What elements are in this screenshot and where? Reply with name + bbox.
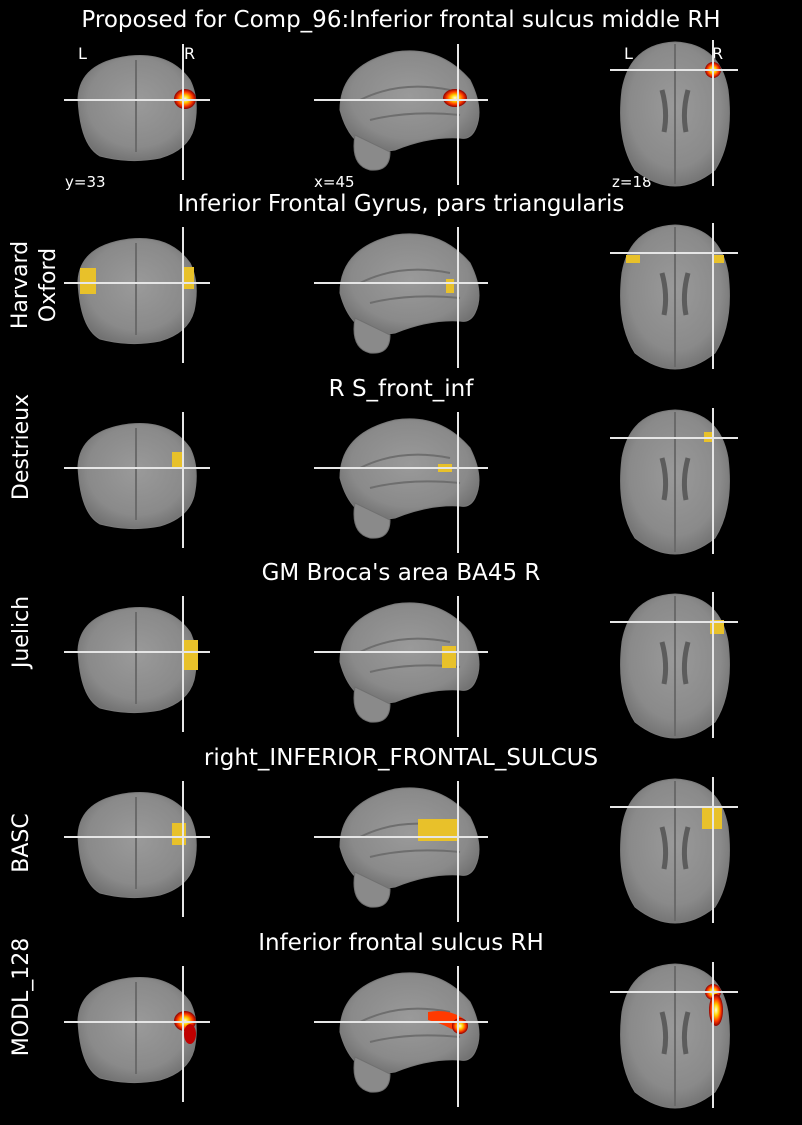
row-title-basc: right_INFERIOR_FRONTAL_SULCUS — [203, 745, 599, 771]
sagittal-cerebellum — [353, 1056, 391, 1093]
coronal-activation-tail — [184, 1024, 196, 1044]
axial-activation-tail — [709, 994, 723, 1026]
left-marker-axial: L — [624, 44, 633, 63]
sagittal-cerebellum — [353, 871, 391, 908]
left-marker-coronal: L — [78, 44, 87, 63]
axial-slice-row-3 — [610, 592, 738, 739]
right-marker-axial: R — [712, 44, 724, 63]
axial-ventricles — [659, 457, 691, 501]
sagittal-activation — [443, 89, 467, 107]
axial-ventricles — [659, 641, 691, 685]
coronal-brain — [77, 607, 197, 714]
sagittal-atlas-region — [442, 646, 456, 668]
axial-ventricles — [659, 272, 691, 316]
sagittal-cerebellum — [353, 502, 391, 539]
sagittal-slice-row-4 — [314, 781, 488, 922]
coordinate-axial: z=18 — [612, 173, 652, 191]
row-label-basc: BASC — [9, 813, 34, 873]
sagittal-cerebellum — [353, 317, 391, 354]
axial-ventricles — [659, 89, 691, 133]
axial-slice-row-5 — [610, 962, 738, 1109]
coronal-brain — [77, 423, 197, 530]
axial-atlas-region — [714, 255, 724, 263]
sagittal-atlas-region — [418, 819, 458, 841]
row-title-modl: Inferior frontal sulcus RH — [258, 930, 544, 956]
coronal-atlas-region — [172, 452, 184, 468]
right-marker-coronal: R — [184, 44, 196, 63]
axial-ventricles — [659, 1011, 691, 1055]
row-title-juelich: GM Broca's area BA45 R — [261, 560, 541, 586]
axial-slice-row-4 — [610, 777, 738, 924]
coronal-brain — [77, 55, 197, 162]
figure-title: Proposed for Comp_96:Inferior frontal su… — [81, 7, 721, 33]
sagittal-slice-row-1 — [314, 227, 488, 368]
sagittal-atlas-region — [446, 279, 454, 293]
axial-atlas-region — [626, 255, 640, 263]
coronal-slice-row-1 — [64, 227, 210, 363]
row-title-harvard-oxford: Inferior Frontal Gyrus, pars triangulari… — [177, 191, 625, 217]
coordinate-coronal: y=33 — [65, 173, 106, 191]
coronal-brain — [77, 238, 197, 345]
coronal-slice-row-0 — [64, 44, 210, 180]
coronal-slice-row-4 — [64, 781, 210, 917]
sagittal-slice-row-2 — [314, 412, 488, 553]
sagittal-cerebellum — [353, 134, 391, 171]
sagittal-slice-row-0 — [314, 44, 488, 185]
coronal-atlas-region — [182, 640, 198, 670]
axial-slice-row-2 — [610, 408, 738, 555]
row-label-modl: MODL_128 — [9, 937, 34, 1057]
axial-slice-row-0 — [610, 40, 738, 187]
row-label-harvard-oxford: Harvard Oxford — [8, 240, 61, 330]
coronal-slice-row-3 — [64, 596, 210, 732]
sagittal-slice-row-3 — [314, 596, 488, 737]
row-label-juelich: Juelich — [9, 595, 34, 669]
coronal-slice-row-2 — [64, 412, 210, 548]
sagittal-slice-row-5 — [314, 966, 488, 1107]
row-title-destrieux: R S_front_inf — [328, 376, 474, 402]
coordinate-sagittal: x=45 — [314, 173, 355, 191]
sagittal-cerebellum — [353, 686, 391, 723]
coronal-atlas-region — [80, 268, 96, 294]
axial-ventricles — [659, 826, 691, 870]
axial-slice-row-1 — [610, 223, 738, 370]
row-label-destrieux: Destrieux — [9, 393, 34, 501]
coronal-brain — [77, 977, 197, 1084]
coronal-slice-row-5 — [64, 966, 210, 1102]
coronal-brain — [77, 792, 197, 899]
